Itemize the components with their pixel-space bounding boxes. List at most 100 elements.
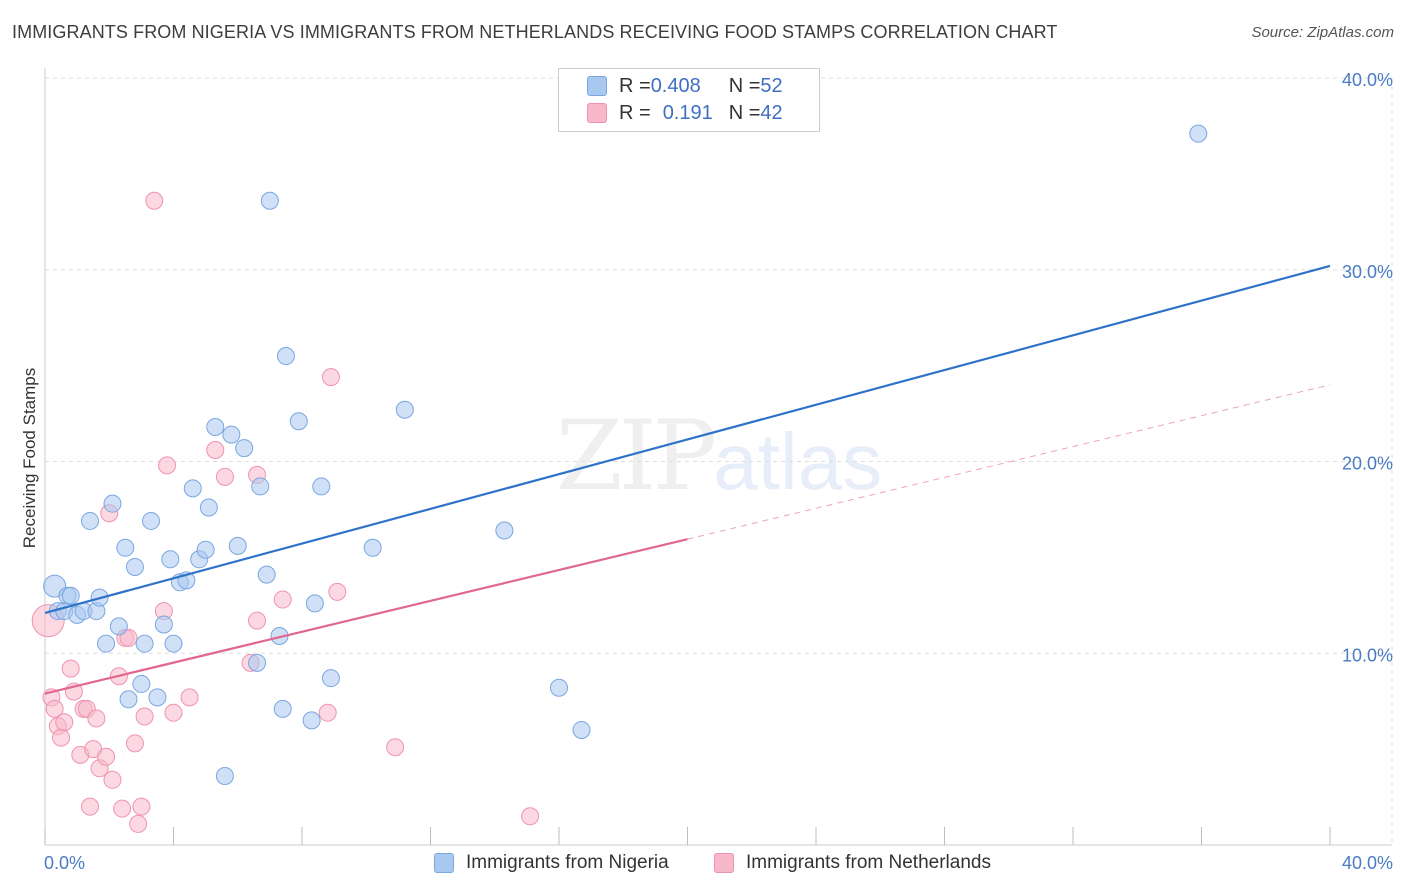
netherlands-point bbox=[206, 440, 225, 459]
series-legend-nigeria-label: Immigrants from Nigeria bbox=[466, 852, 669, 873]
netherlands-legend-swatch bbox=[714, 853, 734, 873]
legend-n-label: N = bbox=[728, 74, 761, 97]
nigeria-point bbox=[248, 653, 267, 672]
nigeria-point bbox=[80, 511, 99, 530]
nigeria-point bbox=[103, 494, 122, 513]
netherlands-point bbox=[386, 738, 405, 757]
nigeria-point bbox=[132, 674, 151, 693]
netherlands-point bbox=[180, 688, 199, 707]
nigeria-point bbox=[109, 617, 128, 636]
netherlands-point bbox=[129, 814, 148, 833]
y-tick-label: 10.0% bbox=[1342, 645, 1393, 665]
y-tick-label: 30.0% bbox=[1342, 262, 1393, 282]
nigeria-point bbox=[135, 634, 154, 653]
netherlands-trend-extension bbox=[687, 384, 1331, 540]
labels-layer: 10.0% 20.0% 30.0% 40.0% 0.0% 40.0% Receiving F… bbox=[20, 70, 1393, 873]
series-legend-netherlands: Immigrants from Netherlands bbox=[714, 852, 991, 874]
nigeria-trend-line bbox=[44, 264, 1331, 615]
nigeria-point bbox=[495, 521, 514, 540]
nigeria-point bbox=[302, 711, 321, 730]
series-legend-netherlands-label: Immigrants from Netherlands bbox=[746, 852, 991, 873]
netherlands-point bbox=[80, 797, 99, 816]
legend-row-netherlands: R = 0.191 N = 42 bbox=[587, 100, 783, 126]
nigeria-point bbox=[116, 538, 135, 557]
legend-r-value-nigeria: 0.408 bbox=[650, 74, 701, 97]
nigeria-point bbox=[251, 477, 270, 496]
nigeria-swatch bbox=[587, 76, 607, 96]
nigeria-point bbox=[164, 634, 183, 653]
netherlands-point bbox=[521, 807, 540, 826]
netherlands-point bbox=[97, 747, 116, 766]
nigeria-point bbox=[119, 690, 138, 709]
legend-r-label: R = bbox=[619, 74, 651, 97]
nigeria-point bbox=[550, 678, 568, 697]
nigeria-point bbox=[196, 540, 215, 559]
x-tick-label: 0.0% bbox=[44, 853, 85, 873]
series-legend: Immigrants from Nigeria Immigrants from … bbox=[0, 852, 1406, 878]
nigeria-point bbox=[305, 594, 324, 613]
nigeria-point bbox=[148, 688, 167, 707]
nigeria-point bbox=[97, 634, 116, 653]
netherlands-point bbox=[103, 770, 122, 789]
nigeria-point bbox=[321, 669, 340, 688]
nigeria-point bbox=[228, 536, 247, 555]
stats-legend: R = 0.408 N = 52 R = 0.191 N = 42 bbox=[558, 68, 820, 132]
netherlands-point bbox=[273, 590, 292, 609]
nigeria-point bbox=[222, 425, 241, 444]
legend-row-nigeria: R = 0.408 N = 52 bbox=[587, 73, 783, 99]
source-credit: Source: ZipAtlas.com bbox=[1251, 24, 1394, 41]
netherlands-point bbox=[125, 734, 144, 753]
x-tick-label: 40.0% bbox=[1342, 853, 1393, 873]
netherlands-point bbox=[113, 799, 132, 818]
legend-n-label: N = bbox=[728, 101, 761, 124]
axes-layer bbox=[44, 68, 1392, 846]
trend-layer bbox=[44, 264, 1331, 695]
netherlands-point bbox=[52, 728, 71, 747]
legend-n-value-netherlands: 42 bbox=[760, 101, 783, 124]
nigeria-point bbox=[125, 557, 144, 576]
netherlands-points bbox=[31, 191, 540, 833]
netherlands-point bbox=[328, 582, 347, 601]
nigeria-legend-swatch bbox=[434, 853, 454, 873]
nigeria-point bbox=[161, 550, 180, 569]
nigeria-point bbox=[235, 439, 254, 458]
series-legend-nigeria: Immigrants from Nigeria bbox=[434, 852, 669, 874]
y-tick-label: 40.0% bbox=[1342, 70, 1393, 90]
netherlands-point bbox=[145, 191, 164, 210]
netherlands-point bbox=[135, 707, 154, 726]
nigeria-point bbox=[142, 511, 161, 530]
nigeria-point bbox=[154, 615, 173, 634]
watermark-zip: ZIP bbox=[556, 400, 717, 512]
nigeria-point bbox=[363, 538, 382, 557]
netherlands-point bbox=[87, 709, 106, 728]
nigeria-point bbox=[215, 766, 234, 785]
netherlands-point bbox=[158, 456, 177, 475]
netherlands-point bbox=[321, 368, 340, 387]
chart-title: IMMIGRANTS FROM NIGERIA VS IMMIGRANTS FR… bbox=[12, 22, 1058, 42]
nigeria-point bbox=[199, 498, 218, 517]
netherlands-point bbox=[248, 611, 267, 630]
legend-r-value-netherlands: 0.191 bbox=[662, 101, 713, 124]
netherlands-point bbox=[164, 703, 183, 722]
nigeria-point bbox=[206, 417, 225, 436]
nigeria-point bbox=[395, 400, 414, 419]
nigeria-point bbox=[572, 720, 591, 739]
nigeria-point bbox=[273, 699, 292, 718]
netherlands-point bbox=[55, 713, 74, 732]
netherlands-trend-line bbox=[44, 538, 688, 695]
nigeria-point bbox=[260, 191, 279, 210]
legend-r-label: R = bbox=[619, 101, 651, 124]
nigeria-point bbox=[1189, 124, 1208, 143]
nigeria-point bbox=[289, 412, 308, 431]
netherlands-point bbox=[215, 467, 234, 486]
legend-n-value-nigeria: 52 bbox=[760, 74, 783, 97]
netherlands-point bbox=[61, 659, 80, 678]
nigeria-point bbox=[61, 586, 80, 605]
netherlands-point bbox=[45, 699, 64, 718]
nigeria-point bbox=[183, 479, 202, 498]
y-axis-title: Receiving Food Stamps bbox=[20, 368, 39, 548]
nigeria-point bbox=[312, 477, 331, 496]
netherlands-point bbox=[318, 703, 337, 722]
nigeria-point bbox=[276, 347, 295, 366]
